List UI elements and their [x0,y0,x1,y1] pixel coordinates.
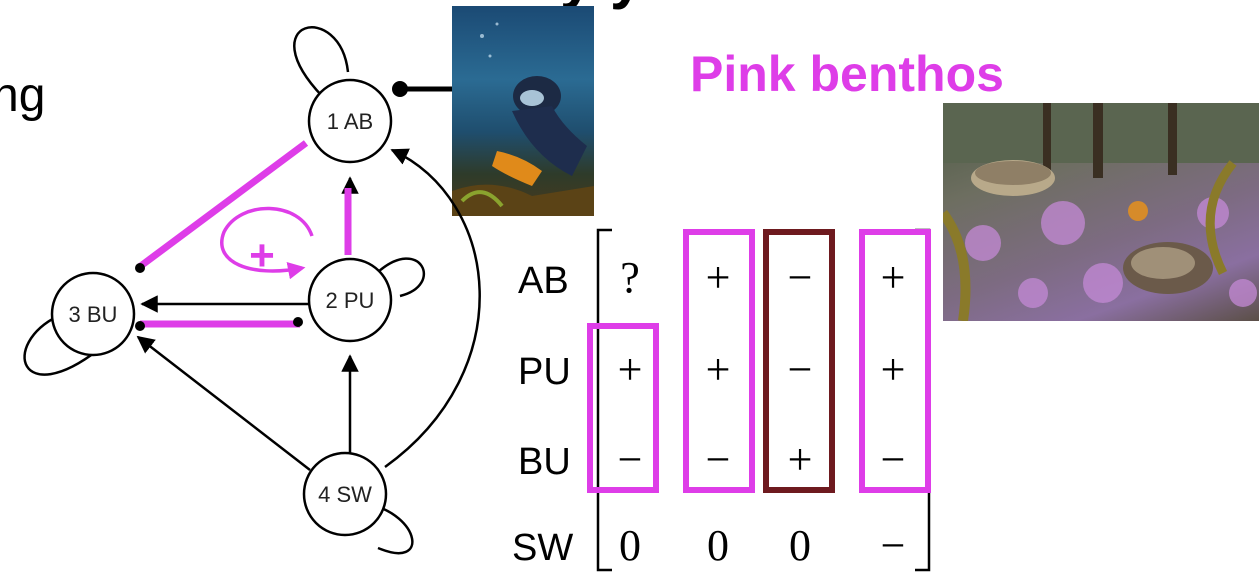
matrix-cell: + [881,345,906,394]
pink-benthos-title: Pink benthos [690,46,1004,102]
edge-ab-bu-magenta [135,140,309,271]
edge-sw-to-bu [136,335,311,471]
positive-feedback-loop [220,206,314,280]
column-box-4 [859,229,931,493]
matrix-row-label-pu: PU [518,351,571,393]
matrix-cell: + [618,345,643,394]
node-sw: 4 SW [302,451,388,537]
diver-photo [452,6,594,216]
self-loop-bu [23,314,99,376]
column-box-2 [683,229,755,493]
matrix-cell: + [881,253,906,302]
node-sw-label: 4 SW [318,482,372,507]
self-loop-ab [293,26,350,97]
graph-nodes: 1 AB 2 PU 3 BU 4 SW [50,78,393,537]
matrix-cell: 0 [789,521,811,570]
matrix-row-label-ab: AB [518,260,569,302]
magenta-edges [135,140,352,328]
node-ab-label: 1 AB [327,109,373,134]
matrix-left-bracket [596,228,612,572]
matrix-cell: + [706,253,731,302]
column-box-1 [587,323,659,493]
matrix-cell: − [618,435,643,484]
matrix-cell: + [706,345,731,394]
node-bu: 3 BU [50,271,136,357]
matrix-cell: 0 [619,521,641,570]
node-ab: 1 AB [307,78,393,164]
matrix-row-label-bu: BU [518,441,571,483]
node-bu-label: 3 BU [69,302,118,327]
self-loop-pu [377,257,426,298]
matrix-cell: − [706,435,731,484]
edge-endpoint-dot [135,321,145,331]
left-text-fragment: ng [0,69,46,122]
node-pu: 2 PU [307,257,393,343]
matrix-cell: ? [620,253,640,302]
edge-endpoint-dot [135,263,145,273]
pink-benthos-photo [943,103,1259,321]
matrix-cell: − [881,435,906,484]
black-edges [136,148,481,471]
column-box-3 [763,229,835,493]
matrix-cell: − [788,253,813,302]
matrix-cell: − [788,345,813,394]
top-text-fragment: y y [560,0,643,11]
edge-sw-to-ab [384,148,481,469]
community-matrix: AB PU BU SW ? + − 0 + + − 0 − − + 0 + + … [512,228,931,572]
edge-endpoint-dot [293,317,303,327]
matrix-row-label-sw: SW [512,527,573,569]
feedback-plus-sign: + [249,231,275,280]
matrix-cell: 0 [707,521,729,570]
matrix-cell: + [788,435,813,484]
matrix-cell: − [881,521,906,570]
node-pu-label: 2 PU [326,288,375,313]
